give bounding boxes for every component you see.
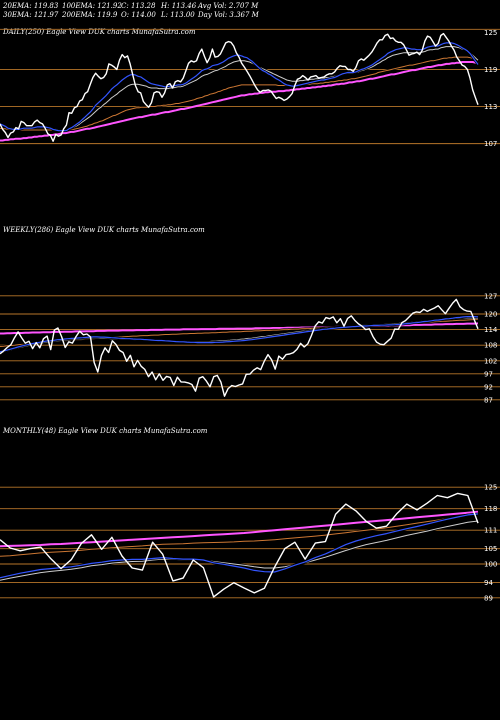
monthly-ema100-line xyxy=(0,513,479,557)
monthly-plot: 125 118 111 105 100 94 89 xyxy=(0,484,500,602)
monthly-y-tick-label: 105 xyxy=(484,545,497,553)
daily-plot: 125 119 113 107 xyxy=(0,28,500,148)
weekly-panel-title: WEEKLY(286) Eagle View DUK charts Munafa… xyxy=(3,226,205,234)
monthly-ema20-line xyxy=(0,513,479,579)
daily-ema100-line xyxy=(0,56,479,131)
weekly-y-tick-label: 97 xyxy=(484,370,493,378)
daily-y-tick-label: 113 xyxy=(484,103,497,111)
daily-price-line xyxy=(0,32,479,142)
daily-y-tick-label: 125 xyxy=(484,29,497,37)
daily-ema100-halo xyxy=(0,55,479,132)
monthly-ema30-line xyxy=(0,520,479,581)
avg-vol-readout: Avg Vol: 2.707 M xyxy=(198,2,259,10)
monthly-y-tick-label: 94 xyxy=(484,579,493,587)
weekly-y-tick-label: 92 xyxy=(484,383,493,391)
weekly-plot: 127 120 114 108 102 97 92 87 xyxy=(0,292,500,404)
daily-ema30-halo xyxy=(0,45,479,132)
low-readout: L: 113.00 xyxy=(161,11,195,19)
high-readout: H: 113.46 xyxy=(161,2,197,10)
weekly-y-tick-label: 114 xyxy=(484,326,498,334)
monthly-price-line xyxy=(0,492,479,598)
weekly-y-tick-label: 108 xyxy=(484,342,497,350)
close-readout: C: 113.28 xyxy=(121,2,156,10)
weekly-ema20-line xyxy=(0,316,479,353)
ema30-readout: 30EMA: 121.97 xyxy=(3,11,59,19)
daily-y-tick-label: 107 xyxy=(484,140,497,148)
open-readout: O: 114.00 xyxy=(121,11,156,19)
monthly-y-tick-label: 100 xyxy=(484,561,497,569)
weekly-y-tick-label: 87 xyxy=(484,396,493,404)
day-vol-readout: Day Vol: 3.367 M xyxy=(198,11,259,19)
ema20-readout: 20EMA: 119.83 xyxy=(3,2,59,10)
daily-panel-title: DAILY(250) Eagle View DUK charts MunafaS… xyxy=(3,28,196,36)
monthly-y-tick-label: 89 xyxy=(484,594,493,602)
daily-y-tick-label: 119 xyxy=(484,66,497,74)
monthly-y-tick-label: 125 xyxy=(484,484,497,492)
monthly-y-tick-label: 118 xyxy=(484,505,497,513)
daily-ema200-line xyxy=(0,61,479,142)
weekly-y-tick-label: 120 xyxy=(484,311,497,319)
daily-ema30-line xyxy=(0,46,479,131)
weekly-y-tick-label: 127 xyxy=(484,292,497,300)
weekly-price-line xyxy=(0,298,479,397)
monthly-ema200-line xyxy=(0,510,479,548)
monthly-y-tick-label: 111 xyxy=(484,527,497,535)
ema100-readout: 100EMA: 121.92 xyxy=(62,2,122,10)
daily-ema20-line xyxy=(0,42,479,132)
weekly-y-tick-label: 102 xyxy=(484,357,497,365)
monthly-panel-title: MONTHLY(48) Eagle View DUK charts Munafa… xyxy=(3,427,208,435)
ema200-readout: 200EMA: 119.9 xyxy=(62,11,118,19)
